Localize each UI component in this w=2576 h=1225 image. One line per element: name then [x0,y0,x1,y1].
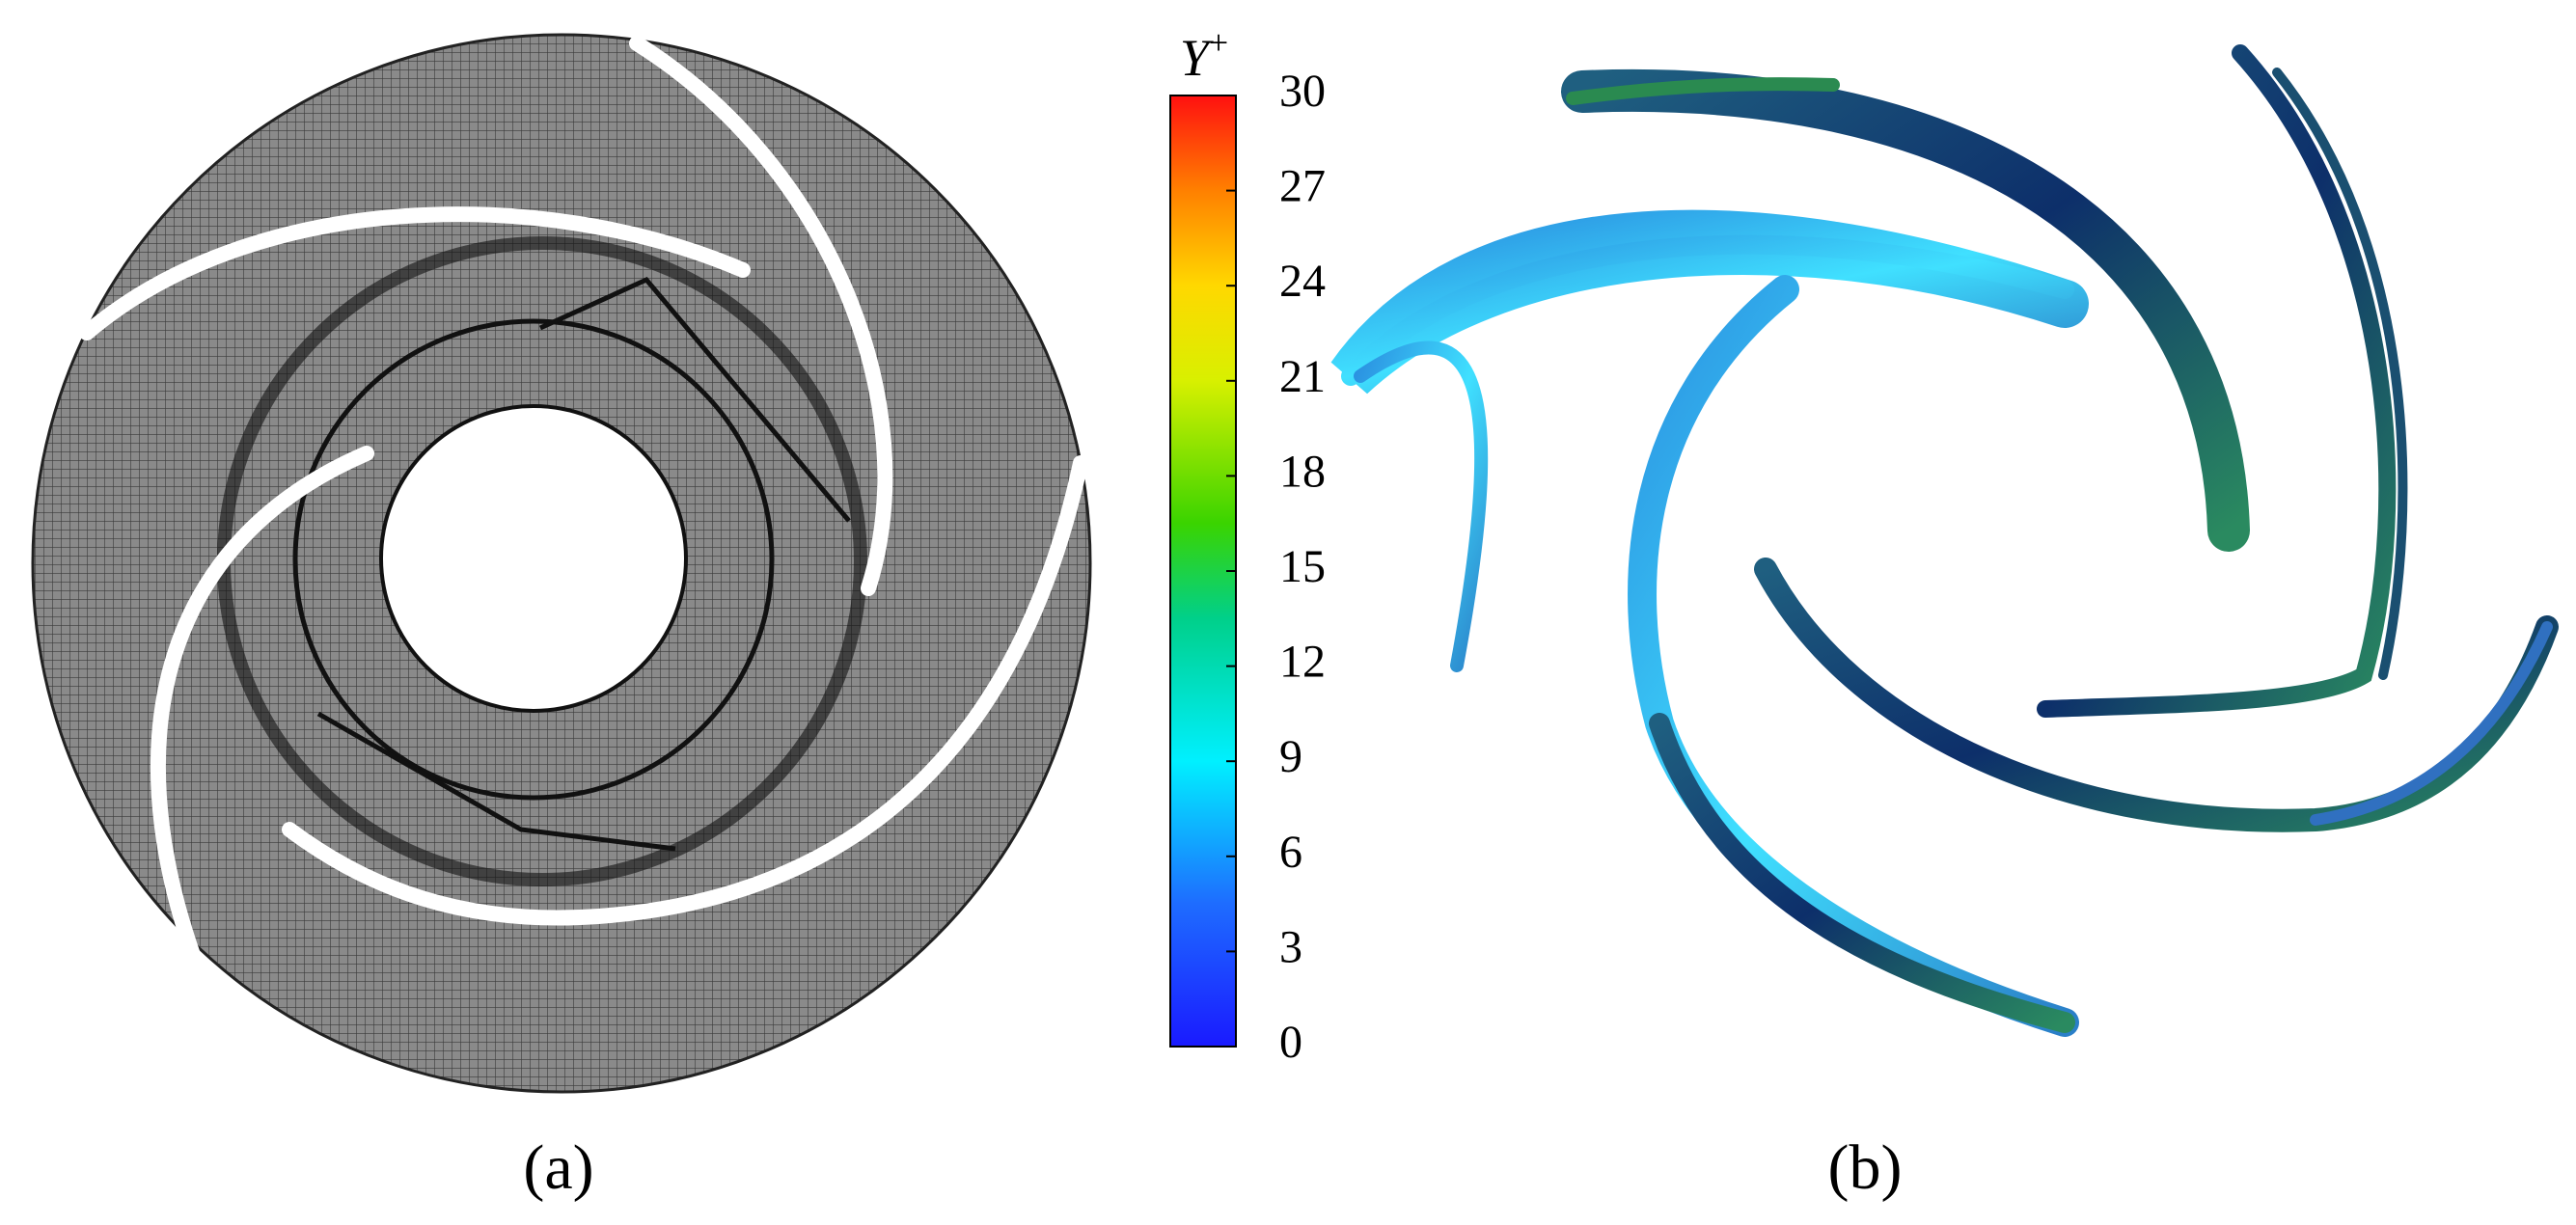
tick-label: 12 [1279,637,1326,688]
tick-label: 30 [1279,66,1326,117]
tick-label: 3 [1279,921,1302,972]
colorbar-label: Y+ [1180,23,1228,87]
panel-label: (a) [523,1132,593,1203]
tick-label: 15 [1279,541,1326,592]
tick-label: 6 [1279,827,1302,878]
colorbar [1169,95,1237,1048]
tick-label: 0 [1279,1017,1302,1068]
mesh-image [31,33,1092,1094]
tick-label: 9 [1279,731,1302,782]
blade-image [1330,44,2559,1037]
tick-label: 21 [1279,351,1326,402]
tick-label: 24 [1279,256,1326,307]
panel-label: (b) [1828,1132,1903,1203]
tick-label: 18 [1279,446,1326,497]
colorbar-ticks: 0 3 6 9 12 15 18 21 24 27 30 [1226,66,1326,1068]
tick-label: 27 [1279,161,1326,212]
